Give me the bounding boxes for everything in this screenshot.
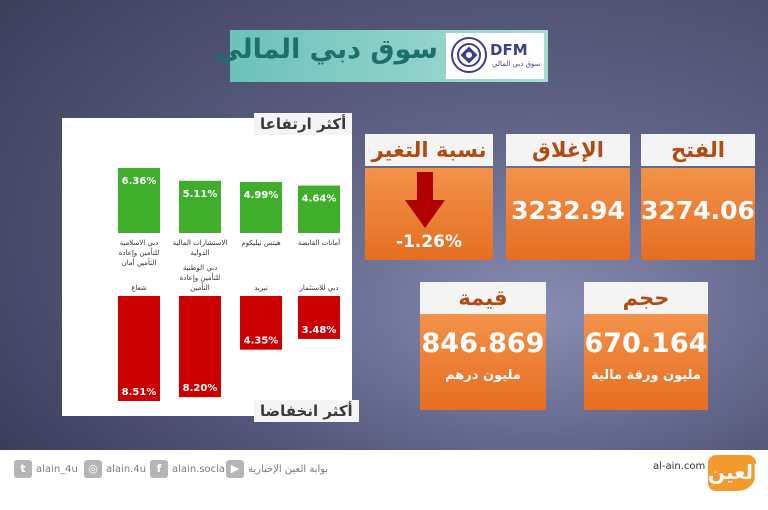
loser-value-label: 3.48%	[302, 325, 337, 336]
instagram-icon: ◎	[84, 460, 102, 478]
loser-category-label: تبريد	[254, 284, 268, 292]
loser-category-label: التأمين	[190, 282, 210, 292]
loser-category-label: دبي للاستثمار	[298, 284, 338, 292]
gainer-bar	[298, 185, 340, 233]
open-value: 3274.06	[641, 196, 755, 225]
loser-value-label: 4.35%	[244, 336, 279, 347]
facebook-handle: alain.social	[172, 464, 228, 475]
open-label: الفتح	[641, 134, 755, 166]
al-ain-logo: العين	[708, 455, 760, 491]
site-url[interactable]: al-ain.com	[653, 461, 706, 472]
logo-subtitle: سوق دبي المالي	[492, 60, 541, 68]
dfm-logo: DFM سوق دبي المالي	[446, 33, 544, 79]
change-value: -1.26%	[395, 232, 463, 252]
chart-panel: 4.64% أمانات القابضة 4.99% هيتس تيليكوم 5.11…	[62, 118, 352, 416]
facebook-link[interactable]: f alain.social	[150, 460, 228, 478]
instagram-link[interactable]: ◎ alain.4u	[84, 460, 146, 478]
volume-card: 670.164 مليون ورقة مالية	[584, 314, 708, 410]
change-card: -1.26%	[365, 168, 493, 260]
volume-value: 670.164	[584, 328, 708, 359]
dfm-emblem-icon	[451, 37, 487, 73]
logo-text: DFM	[490, 41, 528, 59]
loser-category-label: شعاع	[131, 284, 147, 292]
top-gainers-title: أكثر ارتفاعا	[254, 113, 353, 135]
gainer-value-label: 6.36%	[122, 176, 157, 187]
gainers-losers-chart: 4.64% أمانات القابضة 4.99% هيتس تيليكوم 5.11…	[118, 168, 340, 401]
loser-category-label: للتأمين وإعادة	[180, 272, 221, 282]
gainer-category-label: دبي الاسلامية	[120, 239, 159, 247]
youtube-link[interactable]: ▶ بوابة العين الإخبارية	[226, 460, 328, 478]
turnover-value: 846.869	[421, 328, 545, 359]
facebook-icon: f	[150, 460, 168, 478]
gainer-value-label: 4.99%	[244, 190, 279, 201]
page-title: سوق دبي المالي	[215, 34, 438, 65]
gainer-category-label: أمانات القابضة	[298, 238, 340, 247]
title-banner: سوق دبي المالي DFM سوق دبي المالي	[215, 30, 548, 82]
turnover-label: قيمة التداول	[420, 282, 546, 342]
change-label: نسبة التغير	[365, 134, 493, 166]
close-card: 3232.94	[506, 168, 630, 260]
twitter-handle: alain_4u	[36, 464, 78, 475]
loser-value-label: 8.20%	[183, 383, 218, 394]
gainer-bar	[179, 180, 221, 233]
twitter-link[interactable]: t alain_4u	[14, 460, 78, 478]
loser-bar	[240, 296, 282, 350]
open-card: 3274.06	[641, 168, 755, 260]
close-label: الإغلاق	[506, 134, 630, 166]
down-arrow-icon	[405, 172, 445, 228]
instagram-handle: alain.4u	[106, 464, 147, 475]
turnover-card: 846.869 مليون درهم	[420, 314, 546, 410]
loser-bar	[118, 296, 160, 401]
twitter-icon: t	[14, 460, 32, 478]
loser-category-label: دبي الوطنية	[183, 264, 217, 272]
gainer-category-label: هيتس تيليكوم	[241, 239, 281, 247]
turnover-unit: مليون درهم	[445, 368, 521, 383]
gainer-category-label: الدولية	[190, 249, 209, 257]
close-value: 3232.94	[511, 196, 625, 225]
gainer-bar	[118, 168, 160, 233]
gainer-value-label: 4.64%	[302, 194, 337, 205]
volume-label: حجم التداول	[584, 282, 708, 342]
loser-bar	[298, 296, 340, 339]
volume-unit: مليون ورقة مالية	[591, 368, 701, 383]
gainer-category-label: للتأمين وإعادة	[119, 247, 160, 257]
loser-value-label: 8.51%	[122, 387, 157, 398]
gainer-value-label: 5.11%	[183, 189, 218, 200]
gainer-bar	[240, 182, 282, 233]
footer-bar	[0, 450, 768, 510]
gainer-category-label: الاستشارات المالية	[173, 239, 228, 247]
loser-bar	[179, 296, 221, 398]
youtube-handle: بوابة العين الإخبارية	[248, 464, 329, 475]
youtube-icon: ▶	[226, 460, 244, 478]
gainer-category-label: التأمين أمان	[122, 257, 157, 267]
top-losers-title: أكثر انخفاضا	[254, 400, 359, 422]
